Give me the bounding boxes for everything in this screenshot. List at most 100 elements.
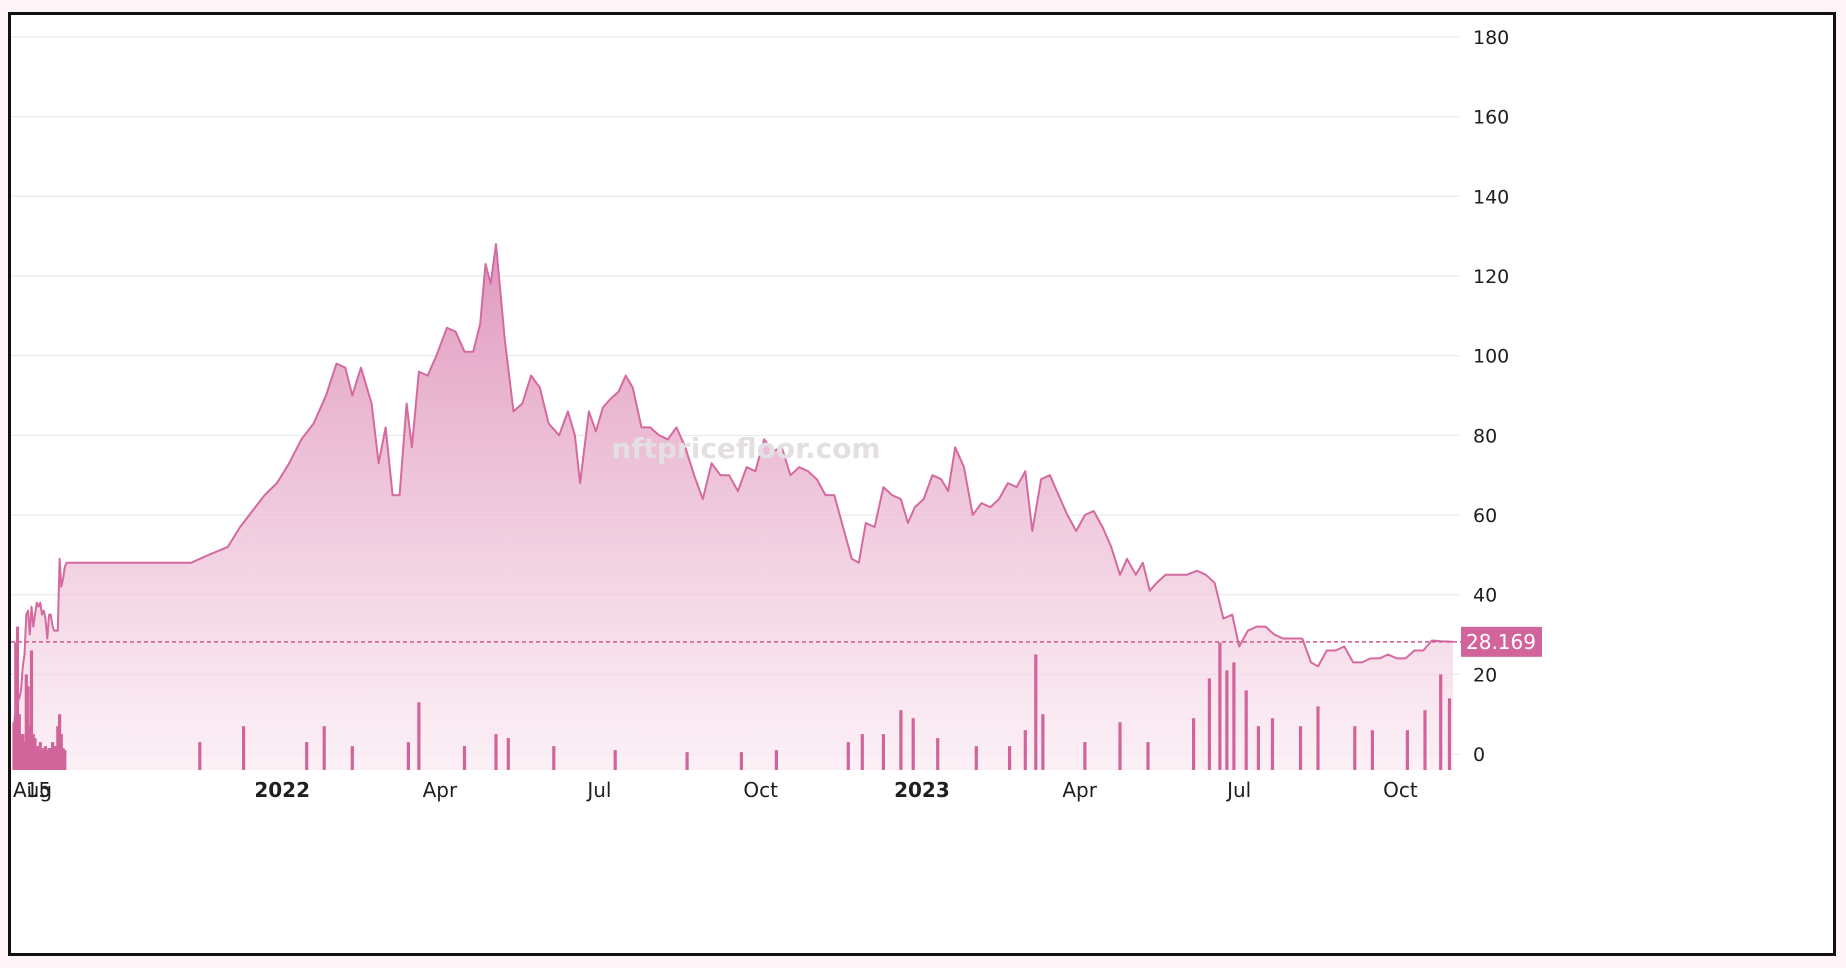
y-tick-label: 100 (1473, 346, 1509, 368)
volume-bar (15, 626, 20, 770)
volume-bar (406, 742, 410, 770)
volume-bar (54, 746, 58, 770)
price-line (13, 243, 1454, 727)
y-axis-ticks: 0 20 40 60 80 100 120 140 160 180 (1473, 27, 1509, 766)
volume-bar (63, 750, 67, 770)
volume-bar (1146, 742, 1150, 770)
volume-bar (52, 746, 56, 770)
volume-bar (1405, 730, 1409, 770)
x-tick-label: 2023 (894, 778, 950, 802)
volume-bar (17, 714, 21, 770)
volume-bar (1008, 746, 1012, 770)
volume-bar (40, 750, 44, 770)
chart-frame: nftpricefloor.com 0 20 40 60 80 100 120 140 160 1… (8, 12, 1836, 956)
volume-bar (19, 734, 23, 770)
x-tick-label: Aug (13, 778, 52, 802)
y-tick-label: 120 (1473, 266, 1509, 288)
volume-bar (417, 702, 421, 770)
volume-bar (47, 748, 51, 770)
volume-bar (881, 734, 885, 770)
y-tick-label: 40 (1473, 585, 1497, 607)
price-area (14, 244, 1453, 771)
last-value-label: 28.169 (1466, 630, 1536, 654)
volume-bar (1023, 730, 1027, 770)
volume-bar (59, 734, 63, 770)
volume-bar (36, 746, 41, 770)
volume-bar (28, 726, 32, 770)
volume-bar (21, 734, 25, 770)
volume-bar (45, 750, 49, 770)
volume-bar (613, 750, 617, 770)
volume-bar (35, 746, 39, 770)
volume-bar (1423, 710, 1427, 770)
volume-bar (242, 726, 246, 770)
volume-bar (974, 746, 978, 770)
volume-bar (911, 718, 915, 770)
x-tick-label: Jul (585, 778, 611, 802)
volume-bars (12, 626, 1452, 770)
x-tick-label: Oct (1383, 778, 1418, 802)
x-tick-label: Oct (743, 778, 778, 802)
x-tick-label: 2022 (254, 778, 310, 802)
volume-bar (1083, 742, 1087, 770)
y-tick-label: 0 (1473, 744, 1485, 766)
volume-bar (846, 742, 850, 770)
y-tick-label: 180 (1473, 27, 1509, 49)
volume-bar (22, 742, 27, 770)
volume-bar (552, 746, 556, 770)
volume-bar (26, 686, 30, 770)
y-tick-label: 60 (1473, 505, 1497, 527)
price-area-fill (14, 244, 1453, 771)
volume-bar (506, 738, 510, 770)
volume-bar (1256, 726, 1260, 770)
volume-bar (739, 752, 743, 770)
volume-bar (31, 734, 35, 770)
volume-bar (1225, 670, 1229, 770)
volume-bar (494, 734, 498, 770)
x-tick-label: Apr (1062, 778, 1097, 802)
volume-bar (350, 746, 354, 770)
volume-bar (1447, 698, 1452, 770)
volume-bar (1041, 714, 1045, 770)
volume-bar (1439, 674, 1443, 770)
volume-bar (1298, 726, 1303, 770)
volume-bar (685, 752, 689, 770)
volume-bar (1118, 722, 1122, 770)
volume-bar (38, 742, 42, 770)
x-tick-label: 15 (26, 778, 51, 802)
volume-bar (42, 748, 46, 770)
volume-bar (462, 746, 467, 770)
volume-bar (1370, 730, 1374, 770)
volume-bar (58, 714, 62, 770)
volume-bar (1353, 726, 1357, 770)
volume-bar (43, 746, 48, 770)
volume-bar (12, 722, 16, 770)
volume-bar (1207, 678, 1211, 770)
volume-bar (198, 742, 202, 770)
volume-bar (1218, 642, 1222, 770)
volume-bar (33, 738, 37, 770)
volume-bar (305, 742, 309, 770)
volume-bar (49, 748, 53, 770)
y-tick-label: 160 (1473, 107, 1509, 129)
x-tick-label: Jul (1225, 778, 1251, 802)
volume-bar (24, 674, 28, 770)
volume-bar (1034, 654, 1038, 770)
volume-bar (1316, 706, 1320, 770)
volume-bar (860, 734, 864, 770)
volume-bar (936, 738, 940, 770)
volume-bar (899, 710, 903, 770)
volume-bar (1232, 662, 1236, 770)
x-tick-label: Apr (423, 778, 458, 802)
volume-bar (29, 650, 34, 770)
volume-bar (56, 726, 60, 770)
price-line-group (13, 243, 1454, 727)
last-value-marker: 28.169 (11, 626, 1542, 657)
volume-bar (61, 748, 65, 770)
volume-bar (1244, 690, 1248, 770)
volume-bar (1270, 718, 1275, 770)
volume-bar (1192, 718, 1196, 770)
volume-bar (774, 750, 778, 770)
y-tick-label: 140 (1473, 186, 1509, 208)
